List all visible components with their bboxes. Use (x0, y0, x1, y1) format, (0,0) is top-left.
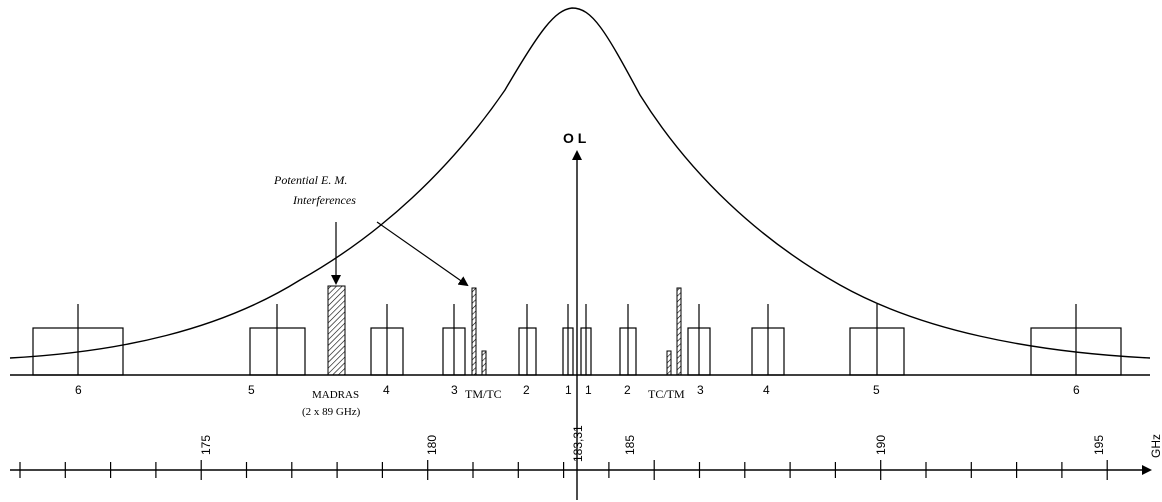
tc-tm-right-short-bar (666, 350, 672, 376)
tm-tc-arrow (376, 221, 469, 287)
tick-label-195: 195 (1092, 435, 1106, 455)
channel-label: 4 (383, 383, 390, 397)
annotation-arrows (331, 221, 469, 287)
channel-label: 2 (523, 383, 530, 397)
channel-label: 1 (565, 383, 572, 397)
tick-label-190: 190 (874, 435, 888, 455)
channel-labels: 6 5 4 3 2 1 1 2 3 4 5 6 (75, 383, 1080, 397)
channel-label: 6 (1073, 383, 1080, 397)
axis-tick-labels: 175 180 183,31 185 190 195 GHz (199, 425, 1162, 462)
channel-label: 3 (697, 383, 704, 397)
channel-label: 5 (248, 383, 255, 397)
madras-sub-label: (2 x 89 GHz) (302, 406, 361, 418)
tick-label-180: 180 (425, 435, 439, 455)
channel-label: 2 (624, 383, 631, 397)
axis-unit-label: GHz (1149, 434, 1162, 458)
channel-boxes-left (32, 304, 574, 376)
annotation-line-2: Interferences (292, 193, 356, 207)
channel-boxes-right (580, 304, 1122, 376)
madras-label: MADRAS (312, 389, 359, 401)
tick-label-183-31: 183,31 (571, 425, 585, 462)
tc-tm-label: TC/TM (648, 387, 685, 401)
tick-label-175: 175 (199, 435, 213, 455)
ol-label: O L (563, 130, 587, 146)
channel-label: 1 (585, 383, 592, 397)
channel-label: 4 (763, 383, 770, 397)
tm-tc-left-short-bar (481, 350, 487, 376)
tick-label-185: 185 (623, 435, 637, 455)
channel-label: 5 (873, 383, 880, 397)
tc-tm-right-tall-bar (676, 287, 682, 376)
minor-ticks (19, 460, 1108, 480)
madras-band (327, 285, 346, 376)
channel-label: 3 (451, 383, 458, 397)
tm-tc-left-tall-bar (471, 287, 477, 376)
interference-bars (327, 285, 682, 376)
channel-label: 6 (75, 383, 82, 397)
tm-tc-label: TM/TC (465, 387, 502, 401)
annotation-line-1: Potential E. M. (273, 173, 347, 187)
water-vapor-absorption-curve (9, 7, 1151, 359)
